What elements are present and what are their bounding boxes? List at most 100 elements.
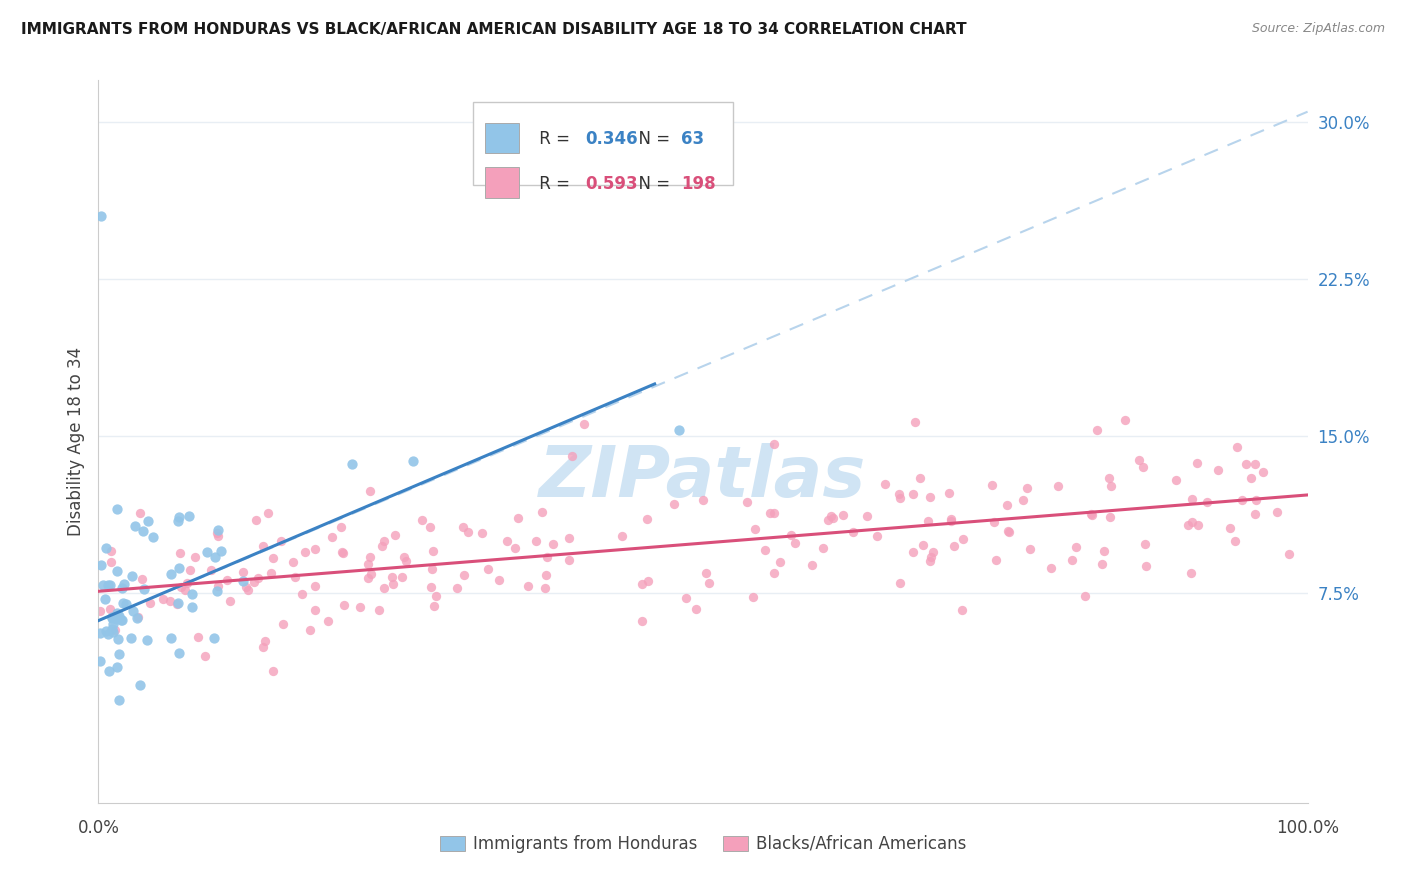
Point — [1133, 537, 1156, 551]
Point — [1092, 544, 1115, 558]
Point — [131, 524, 153, 539]
Text: ZIPatlas: ZIPatlas — [540, 443, 866, 512]
Point — [108, 609, 131, 624]
Point — [1246, 492, 1268, 507]
Point — [200, 563, 222, 577]
Point — [446, 581, 468, 595]
Point — [981, 477, 1004, 491]
Point — [904, 415, 927, 429]
Point — [271, 616, 294, 631]
Point — [368, 602, 391, 616]
Point — [252, 640, 274, 655]
Point — [425, 589, 447, 603]
Point — [329, 520, 352, 534]
Point — [1185, 456, 1208, 470]
Point — [166, 597, 188, 611]
Point — [381, 570, 404, 584]
Y-axis label: Disability Age 18 to 34: Disability Age 18 to 34 — [66, 347, 84, 536]
Point — [889, 491, 911, 505]
Point — [181, 587, 204, 601]
Point — [817, 513, 839, 527]
Point — [754, 542, 776, 557]
Point — [1085, 423, 1108, 437]
Point — [90, 558, 112, 572]
Point — [1132, 459, 1154, 474]
Point — [298, 623, 321, 637]
Point — [101, 622, 124, 636]
Point — [692, 492, 714, 507]
Point — [1195, 495, 1218, 509]
Point — [121, 569, 143, 583]
Point — [357, 557, 380, 571]
Point — [138, 596, 160, 610]
Point — [238, 582, 260, 597]
Point — [1267, 505, 1289, 519]
Text: R =: R = — [534, 130, 575, 148]
Point — [402, 454, 425, 468]
Point — [769, 555, 792, 569]
Point — [112, 577, 135, 591]
Point — [908, 471, 931, 485]
Point — [184, 550, 207, 565]
Text: IMMIGRANTS FROM HONDURAS VS BLACK/AFRICAN AMERICAN DISABILITY AGE 18 TO 34 CORRE: IMMIGRANTS FROM HONDURAS VS BLACK/AFRICA… — [21, 22, 967, 37]
Point — [360, 567, 382, 582]
Point — [453, 568, 475, 582]
Point — [675, 591, 697, 605]
Point — [983, 515, 1005, 529]
Point — [997, 524, 1019, 539]
Point — [169, 510, 191, 524]
Point — [262, 550, 284, 565]
Point — [952, 532, 974, 546]
Point — [332, 546, 354, 560]
Point — [950, 603, 973, 617]
Point — [256, 506, 278, 520]
Point — [177, 508, 200, 523]
Point — [135, 632, 157, 647]
Point — [1208, 462, 1230, 476]
Point — [176, 575, 198, 590]
Point — [270, 533, 292, 548]
Point — [89, 626, 111, 640]
Point — [995, 498, 1018, 512]
Point — [1098, 471, 1121, 485]
Point — [89, 654, 111, 668]
Point — [783, 536, 806, 550]
Point — [284, 570, 307, 584]
Point — [920, 554, 942, 568]
Point — [129, 678, 152, 692]
Point — [100, 543, 122, 558]
Point — [901, 545, 924, 559]
Point — [170, 581, 193, 595]
Point — [762, 566, 785, 580]
Point — [1166, 473, 1188, 487]
Point — [422, 544, 444, 558]
Point — [1244, 457, 1267, 471]
Point — [384, 528, 406, 542]
Point — [533, 582, 555, 596]
Point — [105, 607, 128, 621]
Point — [108, 692, 131, 706]
Point — [866, 529, 889, 543]
Point — [506, 511, 529, 525]
Point — [187, 630, 209, 644]
Point — [524, 534, 547, 549]
Point — [917, 514, 939, 528]
Point — [1099, 479, 1122, 493]
Point — [1040, 561, 1063, 575]
Point — [321, 530, 343, 544]
Point — [111, 613, 134, 627]
Point — [232, 574, 254, 588]
Point — [503, 541, 526, 555]
Point — [1232, 492, 1254, 507]
Point — [391, 569, 413, 583]
Point — [1278, 547, 1301, 561]
Point — [630, 614, 652, 628]
Point — [94, 591, 117, 606]
Point — [235, 580, 257, 594]
Point — [207, 525, 229, 540]
Text: 63: 63 — [682, 130, 704, 148]
Point — [152, 592, 174, 607]
Point — [115, 597, 138, 611]
Point — [207, 523, 229, 537]
Point — [832, 508, 855, 522]
